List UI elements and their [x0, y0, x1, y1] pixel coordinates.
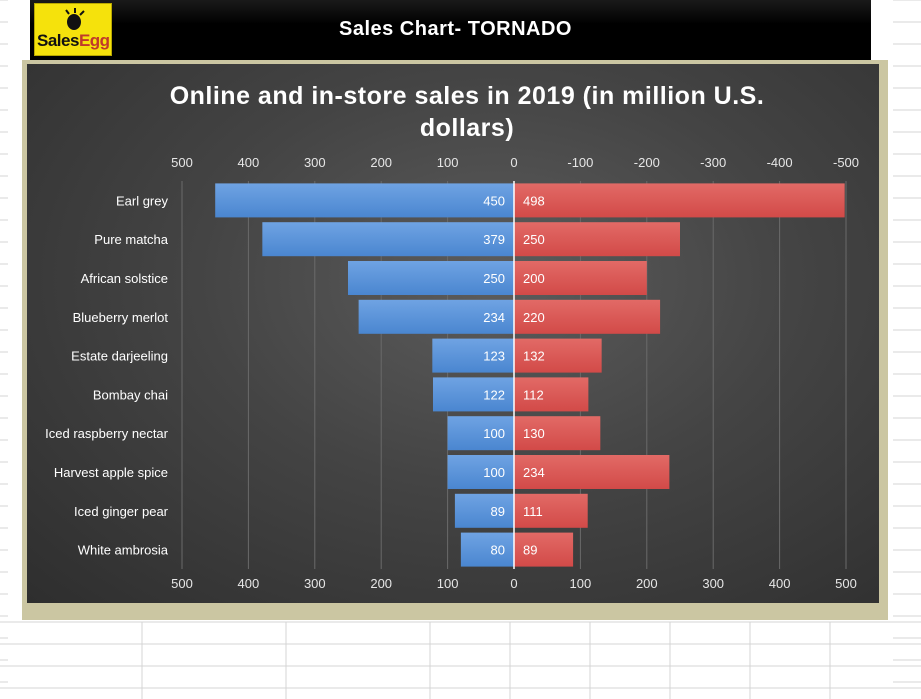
data-label-left: 100: [483, 426, 505, 441]
bar-left: [348, 261, 514, 295]
top-axis-tick-label: 100: [437, 155, 459, 170]
data-label-left: 122: [483, 387, 505, 402]
data-label-right: 111: [523, 504, 543, 519]
bottom-axis-tick-label: 400: [769, 576, 791, 591]
bottom-axis-tick-label: 200: [370, 576, 392, 591]
bar-right: [514, 183, 845, 218]
chart-title-line: Online and in-store sales in 2019 (in mi…: [170, 82, 765, 110]
category-label: Harvest apple spice: [54, 465, 168, 480]
bar-right: [514, 377, 589, 412]
tornado-chart: Online and in-store sales in 2019 (in mi…: [45, 82, 859, 591]
data-label-right: 200: [523, 271, 545, 286]
data-label-right: 250: [523, 232, 545, 247]
bottom-axis-tick-label: 100: [570, 576, 592, 591]
data-label-left: 450: [483, 193, 505, 208]
category-label: Bombay chai: [93, 387, 168, 402]
chart-title-line: dollars): [420, 114, 514, 142]
bottom-axis-tick-label: 300: [304, 576, 326, 591]
bar-left: [432, 377, 514, 412]
category-label: African solstice: [81, 271, 168, 286]
bottom-axis-tick-label: 400: [238, 576, 260, 591]
top-axis-tick-label: -500: [833, 155, 859, 170]
bottom-axis-tick-label: 500: [171, 576, 193, 591]
data-label-left: 89: [491, 504, 505, 519]
category-label: White ambrosia: [78, 543, 169, 558]
bar-right: [514, 416, 601, 451]
data-label-right: 89: [523, 543, 537, 558]
bar-right: [514, 493, 588, 528]
data-label-right: 130: [523, 426, 545, 441]
data-label-right: 112: [523, 387, 544, 402]
data-label-right: 234: [523, 465, 545, 480]
bar-left: [432, 338, 514, 373]
egg-logo-icon: [65, 8, 85, 30]
top-axis-tick-label: -200: [634, 155, 660, 170]
data-label-left: 234: [483, 310, 505, 325]
data-label-right: 498: [523, 193, 545, 208]
top-axis-tick-label: -100: [567, 155, 593, 170]
top-axis-tick-label: -300: [700, 155, 726, 170]
category-label: Earl grey: [116, 193, 169, 208]
top-axis-tick-label: 300: [304, 155, 326, 170]
top-axis-tick-label: -400: [767, 155, 793, 170]
chart-panel: Online and in-store sales in 2019 (in mi…: [27, 64, 879, 603]
bottom-axis-tick-label: 0: [510, 576, 517, 591]
data-label-left: 100: [483, 465, 505, 480]
bar-left: [215, 183, 514, 218]
category-label: Estate darjeeling: [71, 349, 168, 364]
header-title: Sales Chart- TORNADO: [338, 18, 572, 40]
bar-right: [514, 222, 680, 257]
bottom-axis-tick-label: 200: [636, 576, 658, 591]
data-label-right: 132: [523, 349, 545, 364]
category-label: Iced raspberry nectar: [45, 426, 169, 441]
bottom-axis-tick-label: 100: [437, 576, 459, 591]
top-axis-tick-label: 0: [510, 155, 517, 170]
data-label-left: 123: [483, 349, 505, 364]
bottom-axis-tick-label: 500: [835, 576, 857, 591]
bar-left: [262, 222, 514, 257]
chart-frame: Online and in-store sales in 2019 (in mi…: [22, 60, 888, 620]
bar-left: [447, 416, 514, 451]
logo-text: SalesEgg: [37, 31, 110, 50]
category-label: Iced ginger pear: [74, 504, 169, 519]
logo: SalesEgg: [34, 3, 112, 56]
category-label: Blueberry merlot: [73, 310, 169, 325]
data-label-left: 80: [491, 543, 505, 558]
bar-right: [514, 338, 602, 373]
bar-left: [454, 493, 514, 528]
bar-right: [514, 455, 670, 489]
top-axis-tick-label: 200: [370, 155, 392, 170]
bar-right: [514, 532, 574, 567]
bar-left: [358, 299, 514, 334]
category-label: Pure matcha: [94, 232, 168, 247]
data-label-left: 379: [483, 232, 505, 247]
top-axis-tick-label: 400: [238, 155, 260, 170]
bar-left: [460, 532, 514, 567]
bar-left: [447, 455, 514, 489]
data-label-left: 250: [483, 271, 505, 286]
bar-right: [514, 299, 661, 334]
bottom-axis-tick-label: 300: [702, 576, 724, 591]
header-bar: SalesEgg Sales Chart- TORNADO: [30, 0, 871, 62]
top-axis-tick-label: 500: [171, 155, 193, 170]
bar-right: [514, 261, 647, 295]
data-label-right: 220: [523, 310, 545, 325]
